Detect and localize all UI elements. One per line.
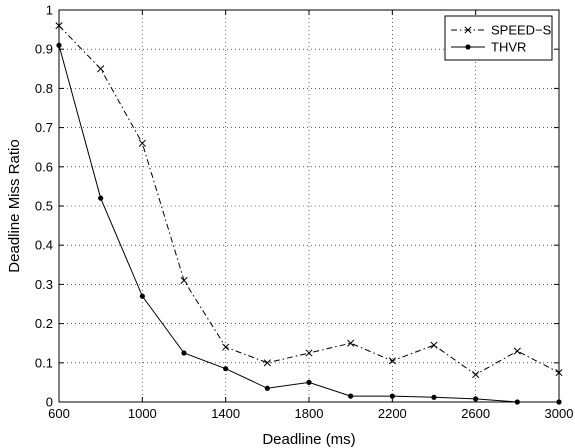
y-tick-label: 0.1 bbox=[35, 355, 53, 370]
x-marker-stroke bbox=[138, 139, 146, 147]
y-tick-label: 0.8 bbox=[35, 81, 53, 96]
data-point-dot bbox=[389, 393, 395, 399]
legend-x-marker bbox=[464, 26, 472, 34]
data-point-dot bbox=[139, 293, 145, 299]
data-point-x bbox=[222, 343, 230, 351]
legend-marker-x bbox=[464, 26, 472, 34]
data-point-dot bbox=[181, 350, 187, 356]
legend-entry-speed-s: SPEED−S bbox=[451, 23, 552, 38]
data-point-dot bbox=[306, 379, 312, 385]
x-marker-stroke bbox=[513, 347, 521, 355]
data-point-x bbox=[138, 139, 146, 147]
y-tick-label: 0.3 bbox=[35, 277, 53, 292]
data-point-dot bbox=[98, 195, 104, 201]
y-axis-label: Deadline Miss Ratio bbox=[6, 139, 23, 272]
x-marker-stroke bbox=[430, 341, 438, 349]
y-tick-label: 1 bbox=[46, 3, 53, 18]
y-tick-label: 0.7 bbox=[35, 120, 53, 135]
data-point-x bbox=[263, 359, 271, 367]
data-point-x bbox=[97, 65, 105, 73]
legend-marker-dot bbox=[465, 44, 471, 50]
data-point-x bbox=[513, 347, 521, 355]
data-point-x bbox=[305, 349, 313, 357]
x-tick-label: 600 bbox=[48, 406, 70, 421]
x-marker-stroke bbox=[222, 343, 230, 351]
data-point-dot bbox=[431, 394, 437, 400]
data-point-x bbox=[180, 276, 188, 285]
y-tick-label: 0.9 bbox=[35, 42, 53, 57]
y-tick-label: 0.5 bbox=[35, 199, 53, 214]
data-point-dot bbox=[348, 393, 354, 399]
x-marker-stroke bbox=[305, 349, 313, 357]
data-point-x bbox=[388, 357, 396, 365]
legend-label-speed-s: SPEED−S bbox=[491, 23, 552, 38]
y-tick-label: 0.4 bbox=[35, 238, 53, 253]
y-tick-label: 0.2 bbox=[35, 316, 53, 331]
legend-label-thvr: THVR bbox=[491, 40, 526, 55]
y-tick-label: 0 bbox=[46, 395, 53, 410]
data-point-x bbox=[430, 341, 438, 349]
x-tick-label: 1800 bbox=[295, 406, 324, 421]
data-point-dot bbox=[223, 366, 229, 372]
x-marker-stroke bbox=[97, 65, 105, 73]
legend: SPEED−S THVR bbox=[444, 15, 553, 61]
data-point-dot bbox=[264, 385, 270, 391]
x-tick-label: 1000 bbox=[128, 406, 157, 421]
x-marker-stroke bbox=[263, 359, 271, 367]
x-marker-stroke bbox=[388, 357, 396, 365]
x-tick-label: 2200 bbox=[378, 406, 407, 421]
data-point-x bbox=[347, 339, 355, 347]
x-axis-label: Deadline (ms) bbox=[262, 431, 355, 448]
legend-entry-thvr: THVR bbox=[451, 40, 526, 55]
x-marker-stroke bbox=[347, 339, 355, 347]
x-marker-stroke bbox=[180, 276, 188, 285]
series-speed-s bbox=[55, 22, 563, 379]
data-point-x bbox=[472, 371, 480, 379]
ticks: 600 1000 1400 1800 2200 2600 3000 0 0.1 0.2 0.3 0.4… bbox=[35, 3, 574, 422]
x-tick-label: 2600 bbox=[461, 406, 490, 421]
x-tick-label: 1400 bbox=[211, 406, 240, 421]
legend-box bbox=[444, 15, 553, 61]
x-tick-label: 3000 bbox=[545, 406, 574, 421]
y-tick-label: 0.6 bbox=[35, 159, 53, 174]
x-marker-stroke bbox=[472, 371, 480, 379]
x-marker-stroke bbox=[464, 26, 472, 34]
